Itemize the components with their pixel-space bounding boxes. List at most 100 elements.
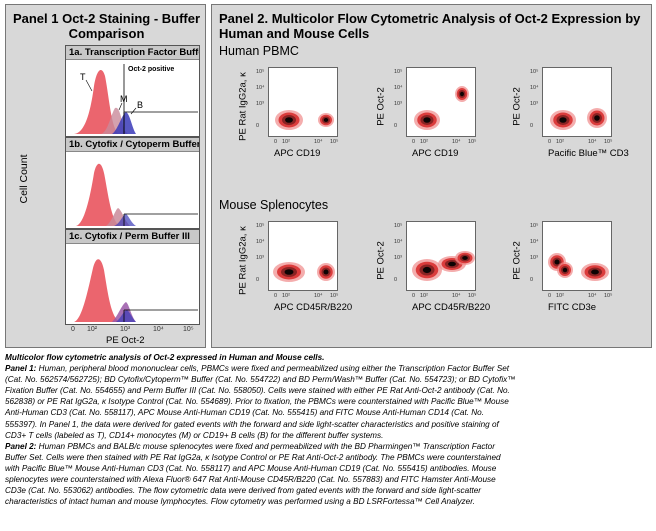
dot-plot-y-label: PE Oct-2 (375, 241, 387, 280)
caption-text: 555397). In Panel 1, the data were deriv… (5, 419, 499, 429)
caption-line: Buffer Set. Cells were then stained with… (5, 452, 651, 463)
peak-label-t: T (80, 72, 86, 82)
y-tick: 10⁵ (256, 69, 265, 75)
tick-10-5: 10⁵ (183, 326, 194, 333)
density-contour (554, 259, 560, 265)
x-tick: 10² (282, 293, 290, 299)
x-tick: 10⁵ (468, 293, 477, 299)
dot-plot-x-label: APC CD45R/B220 (274, 302, 353, 313)
dot-plot-y-label: PE Rat IgG2a, κ (237, 72, 249, 141)
density-contour (285, 117, 293, 123)
y-tick: 0 (530, 277, 534, 283)
dot-plot-y-label: PE Oct-2 (375, 87, 387, 126)
density-contour (422, 266, 432, 274)
panel-2-title: Panel 2. Multicolor Flow Cytometric Anal… (219, 11, 641, 41)
y-tick: 10³ (394, 255, 402, 261)
dot-plot: PE Rat IgG2a, κ 10⁵ 10⁴ 10³ 0 0 10² 10⁴ 10⁵ APC C… (238, 217, 358, 347)
gate-label: Oct-2 positive (128, 66, 175, 73)
y-tick: 10⁴ (394, 239, 403, 245)
dot-plot: PE Oct-2 10⁵ 10⁴ 10³ 0 0 10² 10⁴ 10⁵ APC CD19 (376, 63, 496, 193)
density-contour (562, 267, 568, 273)
dot-plot-x-label: FITC CD3e (548, 302, 597, 313)
caption-line: CD3+ T cells (labeled as T), CD14+ monoc… (5, 430, 651, 441)
dot-plot-area (406, 221, 476, 291)
y-tick: 0 (256, 123, 260, 129)
x-tick: 10² (556, 139, 564, 145)
x-tick: 10⁵ (604, 139, 613, 145)
y-tick: 10⁴ (394, 85, 403, 91)
x-tick: 0 (412, 139, 416, 145)
x-tick: 10⁴ (452, 139, 461, 145)
y-tick: 10⁴ (256, 85, 265, 91)
caption-text: (Cat. No. 562574/562725); BD Cytofix/Cyt… (5, 375, 516, 385)
histogram-1b: 1b. Cytofix / Cytoperm Buffer (65, 137, 200, 229)
density-contour (594, 115, 600, 121)
x-tick: 10⁴ (452, 293, 461, 299)
x-tick: 10⁵ (330, 139, 339, 145)
y-tick: 10⁵ (530, 69, 539, 75)
y-tick: 10⁴ (530, 239, 539, 245)
x-tick: 10⁴ (588, 293, 597, 299)
x-tick: 10² (420, 139, 428, 145)
histogram-1c-label: 1c. Cytofix / Perm Buffer III (66, 230, 199, 244)
x-tick: 10⁵ (330, 293, 339, 299)
caption-line: 555397). In Panel 1, the data were deriv… (5, 419, 651, 430)
y-tick: 10⁵ (394, 69, 403, 75)
dot-plot-x-label: Pacific Blue™ CD3 (548, 148, 629, 159)
caption-line: with Pacific Blue™ Mouse Anti-Human CD3 … (5, 463, 651, 474)
panel-1-x-label: PE Oct-2 (106, 335, 145, 346)
panel-1-title: Panel 1 Oct-2 Staining - Buffer Comparis… (12, 11, 201, 41)
caption-text: Human, peripheral blood mononuclear cell… (36, 364, 510, 374)
panel-1-x-ticks: 0 10² 10³ 10⁴ 10⁵ (65, 325, 200, 335)
caption-line: Fixation Buffer (Cat. No. 554655) and Pe… (5, 385, 651, 396)
y-tick: 0 (394, 277, 398, 283)
x-tick: 0 (548, 139, 552, 145)
dot-plot: PE Oct-2 10⁵ 10⁴ 10³ 0 0 10² 10⁴ 10⁵ APC CD45R/B2… (376, 217, 496, 347)
caption-title: Multicolor flow cytometric analysis of O… (5, 353, 325, 362)
caption-text: with Pacific Blue™ Mouse Anti-Human CD3 … (5, 463, 497, 473)
density-contour (284, 269, 294, 275)
caption-panel-label: Panel 1: (5, 364, 37, 374)
y-tick: 10⁵ (530, 223, 539, 229)
y-tick: 10⁵ (256, 223, 265, 229)
caption-body: Panel 1: Human, peripheral blood mononuc… (5, 363, 651, 507)
y-tick: 10³ (256, 255, 264, 261)
y-tick: 10⁴ (256, 239, 265, 245)
y-tick: 10³ (530, 255, 538, 261)
dot-plot-x-label: APC CD45R/B220 (412, 302, 491, 313)
caption-text: Human PBMCs and BALB/c mouse splenocytes… (36, 441, 495, 451)
caption-line: (Cat. No. 562574/562725); BD Cytofix/Cyt… (5, 374, 651, 385)
x-tick: 10⁵ (604, 293, 613, 299)
density-contour (423, 117, 431, 123)
dot-plot-x-label: APC CD19 (274, 148, 321, 159)
y-tick: 0 (530, 123, 534, 129)
caption-text: splenocytes were counterstained with Ale… (5, 475, 496, 485)
caption-text: CD3+ T cells (labeled as T), CD14+ monoc… (5, 430, 384, 440)
caption-text: Anti-Human CD3 (Cat. No. 558117), APC Mo… (5, 408, 485, 418)
peak-label-b: B (137, 100, 144, 110)
caption-text: Buffer Set. Cells were then stained with… (5, 452, 501, 462)
dot-plot: PE Rat IgG2a, κ 10⁵ 10⁴ 10³ 0 0 10² 10⁴ 10⁵ APC C… (238, 63, 358, 193)
tick-10-4: 10⁴ (153, 326, 164, 333)
caption-line: characteristics of intact human and mous… (5, 496, 651, 507)
density-contour (448, 261, 456, 267)
caption-line: Panel 2: Human PBMCs and BALB/c mouse sp… (5, 441, 651, 452)
figure-caption: Multicolor flow cytometric analysis of O… (5, 352, 651, 507)
caption-line: Anti-Human CD3 (Cat. No. 558117), APC Mo… (5, 407, 651, 418)
dot-plot-area (268, 67, 338, 137)
density-contour (462, 256, 468, 260)
dot-plot: PE Oct-2 10⁵ 10⁴ 10³ 0 0 10² 10⁴ 10⁵ Pacific Blue… (512, 63, 632, 193)
dot-plot-area (542, 67, 612, 137)
x-tick: 0 (274, 293, 278, 299)
histogram-1b-label: 1b. Cytofix / Cytoperm Buffer (66, 138, 199, 152)
human-pbmc-label: Human PBMC (219, 44, 299, 58)
histogram-1a-label: 1a. Transcription Factor Buffer (66, 46, 199, 60)
y-tick: 0 (394, 123, 398, 129)
x-tick: 10² (282, 139, 290, 145)
dot-plot-y-label: PE Rat IgG2a, κ (237, 226, 249, 295)
caption-line: 562838) or PE Rat IgG2a, κ Isotype Contr… (5, 396, 651, 407)
y-tick: 10³ (394, 101, 402, 107)
dot-plot-area (268, 221, 338, 291)
y-tick: 0 (256, 277, 260, 283)
dot-plot-x-label: APC CD19 (412, 148, 459, 159)
